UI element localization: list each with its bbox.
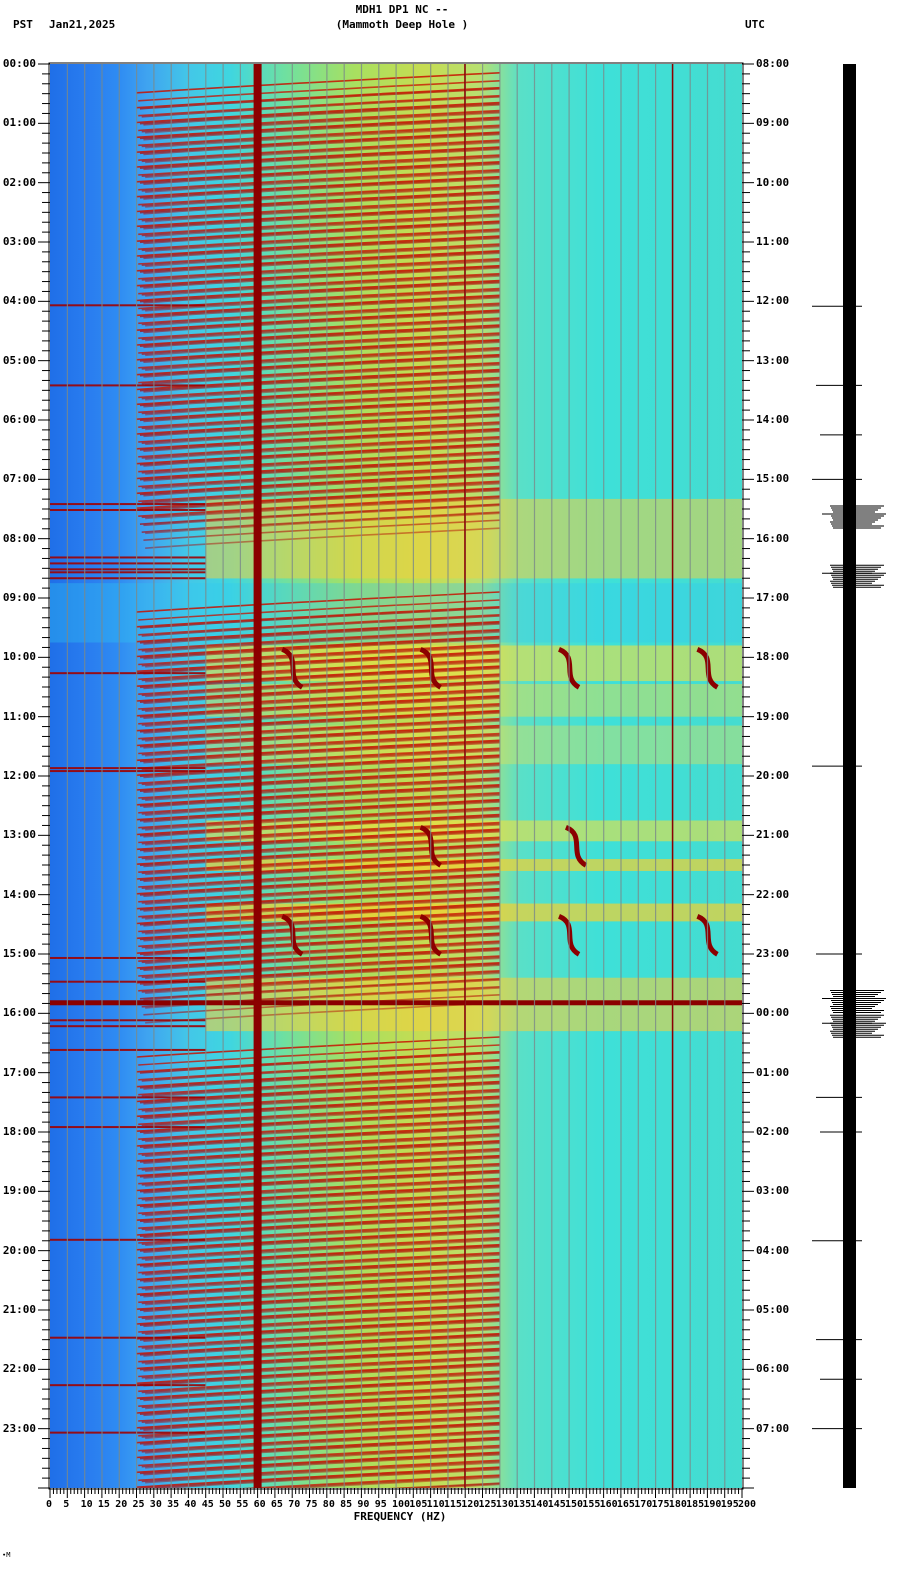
x-tick-label: 80 (322, 1499, 335, 1510)
left-tick-label: 01:00 (2, 116, 36, 130)
spectrogram-overlay (50, 64, 742, 1488)
x-tick-label: 160 (599, 1499, 618, 1510)
x-tick-label: 0 (46, 1499, 53, 1510)
x-tick-label: 25 (132, 1499, 145, 1510)
left-tick-label: 23:00 (2, 1421, 36, 1435)
right-tick-label: 05:00 (756, 1303, 790, 1316)
left-tick-label: 08:00 (2, 531, 36, 545)
right-tick-label: 20:00 (756, 769, 790, 782)
left-tick-label: 00:00 (2, 57, 36, 70)
x-tick-label: 70 (288, 1499, 301, 1510)
left-tick-label: 17:00 (2, 1065, 36, 1079)
right-tick-label: 23:00 (756, 947, 790, 960)
x-tick-label: 85 (340, 1499, 353, 1510)
x-tick-label: 60 (253, 1499, 266, 1510)
x-tick-label: 180 (668, 1499, 687, 1510)
seismogram-trace (812, 64, 886, 1488)
station-title: MDH1 DP1 NC -- (355, 3, 449, 16)
right-tick-label: 02:00 (756, 1125, 790, 1138)
x-tick-label: 155 (582, 1499, 601, 1510)
corner-mark: ∙M (2, 1551, 11, 1559)
right-tick-label: 06:00 (756, 1362, 790, 1376)
x-tick-label: 175 (651, 1499, 670, 1510)
right-tick-label: 08:00 (756, 57, 790, 70)
x-tick-label: 150 (565, 1499, 584, 1510)
left-tick-label: 14:00 (2, 887, 36, 901)
left-tick-label: 07:00 (2, 472, 36, 486)
left-tick-label: 21:00 (2, 1303, 36, 1316)
x-tick-label: 10 (80, 1499, 93, 1510)
x-tick-label: 105 (409, 1499, 428, 1510)
x-tick-label: 65 (270, 1499, 283, 1510)
x-tick-label: 30 (149, 1499, 162, 1510)
right-tick-label: 21:00 (756, 828, 790, 842)
left-tick-label: 11:00 (2, 709, 36, 723)
timezone-left-label: PST (13, 18, 33, 31)
left-tick-label: 05:00 (2, 353, 36, 367)
x-tick-label: 55 (236, 1499, 249, 1510)
left-tick-label: 09:00 (2, 591, 36, 604)
x-tick-label: 45 (201, 1499, 214, 1510)
x-tick-label: 110 (426, 1499, 445, 1510)
x-tick-label: 130 (495, 1499, 514, 1510)
x-tick-label: 170 (634, 1499, 653, 1510)
right-tick-label: 17:00 (756, 591, 790, 604)
right-tick-label: 14:00 (756, 413, 790, 426)
right-tick-label: 00:00 (756, 1006, 790, 1020)
right-tick-label: 12:00 (756, 294, 790, 308)
x-tick-label: 125 (478, 1499, 497, 1510)
right-tick-label: 13:00 (756, 353, 790, 367)
left-tick-label: 15:00 (2, 947, 36, 960)
left-tick-label: 03:00 (2, 235, 36, 248)
x-tick-label: 5 (63, 1499, 70, 1510)
right-tick-label: 03:00 (756, 1184, 790, 1198)
x-tick-label: 120 (461, 1499, 480, 1510)
left-tick-label: 13:00 (2, 828, 36, 842)
x-tick-label: 20 (115, 1499, 128, 1510)
left-tick-label: 04:00 (2, 294, 36, 308)
left-tick-label: 20:00 (2, 1243, 36, 1257)
left-tick-label: 19:00 (2, 1184, 36, 1198)
spectrogram-plot (50, 64, 742, 1488)
x-tick-label: 35 (167, 1499, 180, 1510)
x-tick-label: 75 (305, 1499, 318, 1510)
x-tick-label: 100 (392, 1499, 411, 1510)
x-tick-label: 185 (686, 1499, 705, 1510)
x-tick-label: 200 (738, 1499, 757, 1510)
right-tick-label: 09:00 (756, 116, 790, 130)
x-tick-label: 95 (374, 1499, 387, 1510)
date-label: Jan21,2025 (49, 18, 116, 31)
x-tick-label: 190 (703, 1499, 722, 1510)
x-tick-label: 40 (184, 1499, 197, 1510)
timezone-right-label: UTC (745, 18, 765, 31)
x-tick-label: 50 (219, 1499, 232, 1510)
right-tick-label: 19:00 (756, 709, 790, 723)
right-tick-label: 04:00 (756, 1243, 790, 1257)
x-axis-title: FREQUENCY (HZ) (353, 1510, 447, 1523)
right-tick-label: 16:00 (756, 531, 790, 545)
x-tick-label: 15 (97, 1499, 110, 1510)
x-tick-label: 135 (513, 1499, 532, 1510)
left-tick-label: 18:00 (2, 1125, 36, 1138)
x-tick-label: 140 (530, 1499, 549, 1510)
right-tick-label: 07:00 (756, 1421, 790, 1435)
left-tick-label: 10:00 (2, 650, 36, 664)
left-tick-label: 16:00 (2, 1006, 36, 1020)
left-tick-label: 06:00 (2, 413, 36, 426)
right-tick-label: 01:00 (756, 1065, 790, 1079)
right-tick-label: 22:00 (756, 887, 790, 901)
x-tick-label: 90 (357, 1499, 370, 1510)
right-tick-label: 15:00 (756, 472, 790, 486)
right-tick-label: 18:00 (756, 650, 790, 664)
x-tick-label: 195 (720, 1499, 739, 1510)
x-tick-label: 165 (616, 1499, 635, 1510)
right-tick-label: 11:00 (756, 235, 790, 248)
x-tick-label: 145 (547, 1499, 566, 1510)
station-subtitle: (Mammoth Deep Hole ) (335, 18, 469, 31)
left-tick-label: 02:00 (2, 175, 36, 189)
right-tick-label: 10:00 (756, 175, 790, 189)
left-tick-label: 22:00 (2, 1362, 36, 1376)
left-tick-label: 12:00 (2, 769, 36, 782)
x-tick-label: 115 (443, 1499, 462, 1510)
